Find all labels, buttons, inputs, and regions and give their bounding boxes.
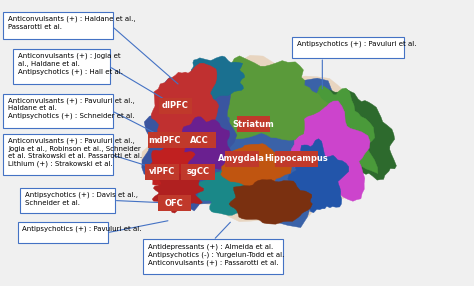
FancyBboxPatch shape bbox=[225, 151, 259, 167]
Text: sgCC: sgCC bbox=[187, 167, 210, 176]
Text: Amygdala: Amygdala bbox=[219, 154, 265, 163]
Polygon shape bbox=[142, 72, 237, 211]
Text: Antipsychotics (+) : Davis et al.,
Schneider et al.: Antipsychotics (+) : Davis et al., Schne… bbox=[25, 192, 137, 206]
Polygon shape bbox=[152, 171, 204, 213]
Polygon shape bbox=[308, 85, 378, 179]
Text: Anticonvulsants (+) : Jogia et
al., Haldane et al.
Antipsychotics (+) : Hall et : Anticonvulsants (+) : Jogia et al., Hald… bbox=[18, 53, 123, 75]
Polygon shape bbox=[197, 166, 265, 215]
Polygon shape bbox=[229, 180, 312, 224]
Polygon shape bbox=[175, 117, 231, 175]
Text: mdPFC: mdPFC bbox=[149, 136, 181, 145]
Text: Antipsychotics (+) : Pavuluri et al.: Antipsychotics (+) : Pavuluri et al. bbox=[22, 226, 142, 233]
Text: vlPFC: vlPFC bbox=[149, 167, 175, 176]
Polygon shape bbox=[142, 55, 385, 223]
FancyBboxPatch shape bbox=[292, 37, 404, 58]
Polygon shape bbox=[325, 90, 396, 180]
FancyBboxPatch shape bbox=[3, 134, 113, 175]
Text: Antidepressants (+) : Almeida et al.
Antipsychotics (-) : Yurgelun-Todd et al.
A: Antidepressants (+) : Almeida et al. Ant… bbox=[148, 243, 284, 266]
Text: Anticonvulsants (+) : Pavuluri et al.,
Jogia et al., Robinson et al., Schneider
: Anticonvulsants (+) : Pavuluri et al., J… bbox=[8, 138, 142, 167]
Text: Antipsychotics (+) : Pavuluri et al.: Antipsychotics (+) : Pavuluri et al. bbox=[297, 41, 417, 47]
FancyBboxPatch shape bbox=[158, 98, 192, 114]
FancyBboxPatch shape bbox=[181, 164, 215, 180]
Polygon shape bbox=[288, 139, 349, 213]
FancyBboxPatch shape bbox=[20, 188, 115, 213]
Polygon shape bbox=[291, 100, 370, 207]
FancyBboxPatch shape bbox=[157, 195, 191, 211]
Text: ACC: ACC bbox=[190, 136, 209, 145]
Text: Striatum: Striatum bbox=[233, 120, 274, 129]
Text: dlPFC: dlPFC bbox=[162, 101, 189, 110]
Text: Hippocampus: Hippocampus bbox=[264, 154, 328, 163]
FancyBboxPatch shape bbox=[143, 239, 283, 274]
FancyBboxPatch shape bbox=[145, 164, 179, 180]
FancyBboxPatch shape bbox=[148, 132, 182, 148]
Text: Anticonvulsants (+) : Pavuluri et al.,
Haldane et al.
Antipsychotics (+) : Schne: Anticonvulsants (+) : Pavuluri et al., H… bbox=[8, 97, 135, 119]
Text: Anticonvulsants (+) : Haldane et al.,
Passarotti et al.: Anticonvulsants (+) : Haldane et al., Pa… bbox=[8, 16, 136, 30]
FancyBboxPatch shape bbox=[3, 12, 113, 39]
FancyBboxPatch shape bbox=[237, 116, 270, 132]
FancyBboxPatch shape bbox=[182, 132, 216, 148]
Polygon shape bbox=[153, 69, 376, 228]
Polygon shape bbox=[151, 63, 219, 148]
Polygon shape bbox=[147, 141, 196, 190]
Polygon shape bbox=[207, 56, 328, 140]
FancyBboxPatch shape bbox=[13, 49, 110, 84]
FancyBboxPatch shape bbox=[18, 222, 108, 243]
Polygon shape bbox=[221, 144, 292, 193]
FancyBboxPatch shape bbox=[275, 151, 318, 167]
Polygon shape bbox=[185, 56, 245, 100]
FancyBboxPatch shape bbox=[3, 94, 113, 128]
Text: OFC: OFC bbox=[165, 198, 184, 208]
